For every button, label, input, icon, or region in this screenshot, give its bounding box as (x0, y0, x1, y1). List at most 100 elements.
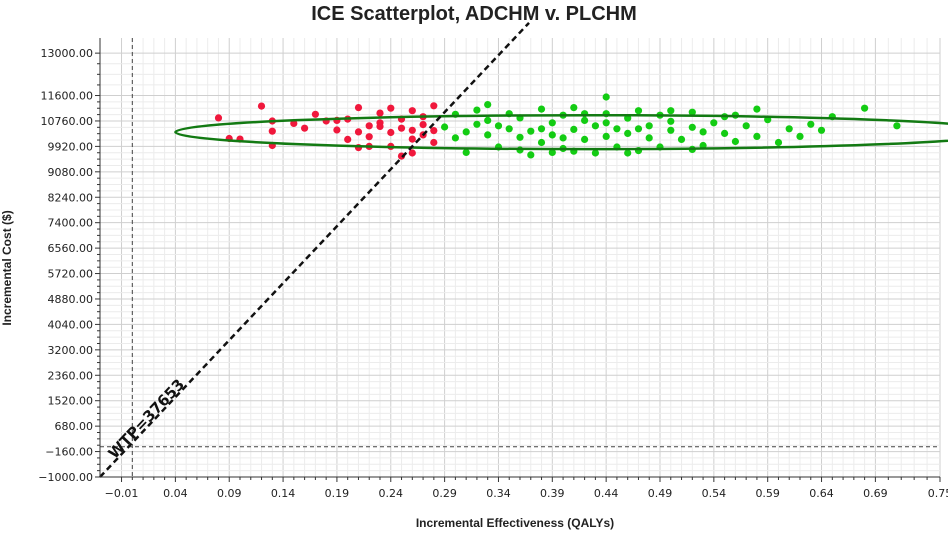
x-tick-label: 0.09 (217, 487, 242, 500)
data-point (667, 107, 675, 115)
data-point (548, 119, 556, 127)
x-tick-label: 0.54 (702, 487, 727, 500)
data-point (408, 149, 416, 157)
data-point (893, 122, 901, 130)
data-point (688, 108, 696, 116)
x-tick-label: 0.04 (163, 487, 188, 500)
x-tick-label: 0.29 (432, 487, 457, 500)
data-point (570, 104, 578, 112)
data-point (376, 122, 384, 130)
data-point (214, 114, 223, 122)
x-tick-label: 0.34 (486, 487, 511, 500)
data-point (591, 122, 600, 130)
y-tick-label: 2360.00 (48, 369, 94, 382)
confidence-ellipse (174, 113, 948, 151)
data-point (602, 132, 610, 140)
data-point (753, 105, 761, 113)
data-point (484, 116, 492, 124)
data-point (473, 120, 481, 128)
data-point (710, 119, 718, 127)
data-point (451, 134, 459, 142)
reference-lines (100, 38, 940, 477)
data-point (559, 134, 567, 142)
data-point (807, 120, 815, 128)
data-point (354, 128, 363, 136)
data-point (861, 104, 869, 112)
y-tick-label: 7400.00 (48, 217, 94, 230)
data-point (387, 128, 395, 137)
y-tick-label: 5720.00 (48, 268, 94, 281)
x-tick-label: 0.39 (540, 487, 565, 500)
y-tick-label: 4040.00 (48, 318, 94, 331)
data-point (408, 126, 416, 134)
y-tick-label: 10760.00 (41, 115, 94, 128)
data-point (527, 127, 535, 135)
y-tick-label: −160.00 (45, 446, 93, 459)
data-point (473, 106, 481, 114)
data-point (602, 119, 610, 127)
data-point (430, 138, 438, 147)
data-point (591, 149, 600, 157)
data-point (397, 124, 406, 132)
data-point (537, 125, 546, 133)
x-tick-label: 0.14 (271, 487, 296, 500)
y-tick-label: 3200.00 (48, 344, 94, 357)
x-tick-label: 0.64 (809, 487, 834, 500)
x-tick-labels: −0.01 0.04 0.09 0.14 0.19 0.24 0.29 0.34 0.39 0.4… (105, 487, 948, 500)
data-point (484, 101, 492, 109)
chart-title: ICE Scatterplot, ADCHM v. PLCHM (311, 3, 637, 25)
y-tick-label: 11600.00 (41, 90, 94, 103)
data-point (817, 126, 826, 134)
data-point (344, 135, 352, 143)
data-point (624, 149, 632, 157)
x-tick-label: 0.49 (648, 487, 673, 500)
y-tick-label: −1000.00 (38, 471, 93, 484)
data-point (602, 93, 610, 101)
y-axis-label: Incremental Cost ($) (0, 210, 14, 325)
data-point (667, 117, 675, 125)
data-point (742, 122, 750, 130)
data-point (419, 121, 427, 129)
x-tick-label: 0.59 (755, 487, 780, 500)
data-point (505, 125, 513, 133)
data-point (408, 135, 416, 143)
grid-lines (100, 38, 941, 478)
data-point (408, 107, 416, 115)
data-point (634, 125, 643, 133)
data-point (548, 148, 556, 156)
data-point (537, 105, 546, 113)
x-tick-label: 0.75 (928, 487, 948, 500)
data-point (699, 128, 707, 136)
data-point (796, 132, 804, 140)
data-point (430, 102, 438, 110)
data-point (634, 107, 643, 115)
data-point (688, 123, 696, 131)
data-point (494, 122, 503, 130)
data-point (537, 138, 546, 147)
data-point (774, 138, 783, 147)
data-point (624, 129, 632, 137)
data-point (785, 125, 793, 133)
data-point (430, 127, 438, 135)
y-tick-labels: 13000.00 11600.00 10760.00 9920.00 9080.00 82… (38, 47, 93, 484)
data-point (333, 126, 341, 134)
data-point (376, 109, 384, 117)
x-tick-label: 0.19 (325, 487, 350, 500)
x-tick-label: 0.24 (379, 487, 404, 500)
x-tick-label: 0.69 (863, 487, 888, 500)
data-point (387, 104, 395, 112)
y-tick-label: 4880.00 (48, 293, 94, 306)
data-point (354, 104, 363, 112)
data-point (268, 127, 276, 135)
wtp-line (99, 22, 530, 478)
data-point (301, 124, 309, 132)
y-tick-label: 13000.00 (41, 47, 94, 60)
data-point (753, 132, 761, 140)
data-point (441, 123, 449, 131)
data-point (257, 102, 266, 110)
data-point (581, 135, 589, 143)
data-point (527, 151, 535, 159)
axes (95, 38, 941, 482)
data-point (462, 148, 470, 156)
